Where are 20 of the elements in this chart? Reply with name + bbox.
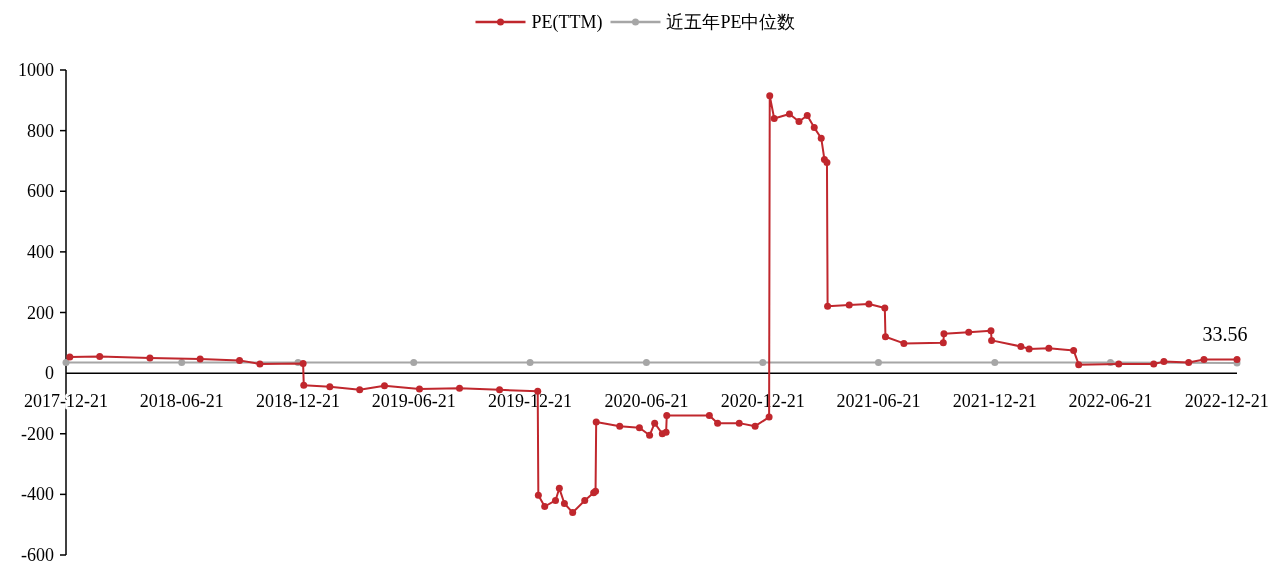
- y-tick-label: -400: [21, 484, 54, 505]
- x-tick-label: 2019-06-21: [371, 391, 456, 412]
- y-tick-label: 400: [27, 241, 54, 262]
- y-tick-label: 0: [45, 363, 54, 384]
- x-tick-label: 2018-06-21: [139, 391, 224, 412]
- x-tick-label: 2021-06-21: [836, 391, 921, 412]
- y-tick-label: 200: [27, 302, 54, 323]
- y-tick-label: 800: [27, 120, 54, 141]
- x-tick-label: 2020-06-21: [604, 391, 689, 412]
- y-tick-label: -200: [21, 423, 54, 444]
- x-tick-label: 2022-12-21: [1184, 391, 1269, 412]
- x-tick-label: 2021-12-21: [952, 391, 1037, 412]
- x-tick-label: 2022-06-21: [1068, 391, 1153, 412]
- annotation: 33.56: [1202, 322, 1248, 345]
- y-tick-label: 600: [27, 181, 54, 202]
- legend-label: PE(TTM): [531, 12, 603, 33]
- legend-label: 近五年PE中位数: [666, 12, 796, 32]
- y-tick-label: 1000: [18, 60, 54, 80]
- y-tick-label: -600: [21, 545, 54, 563]
- x-tick-label: 2018-12-21: [256, 391, 341, 412]
